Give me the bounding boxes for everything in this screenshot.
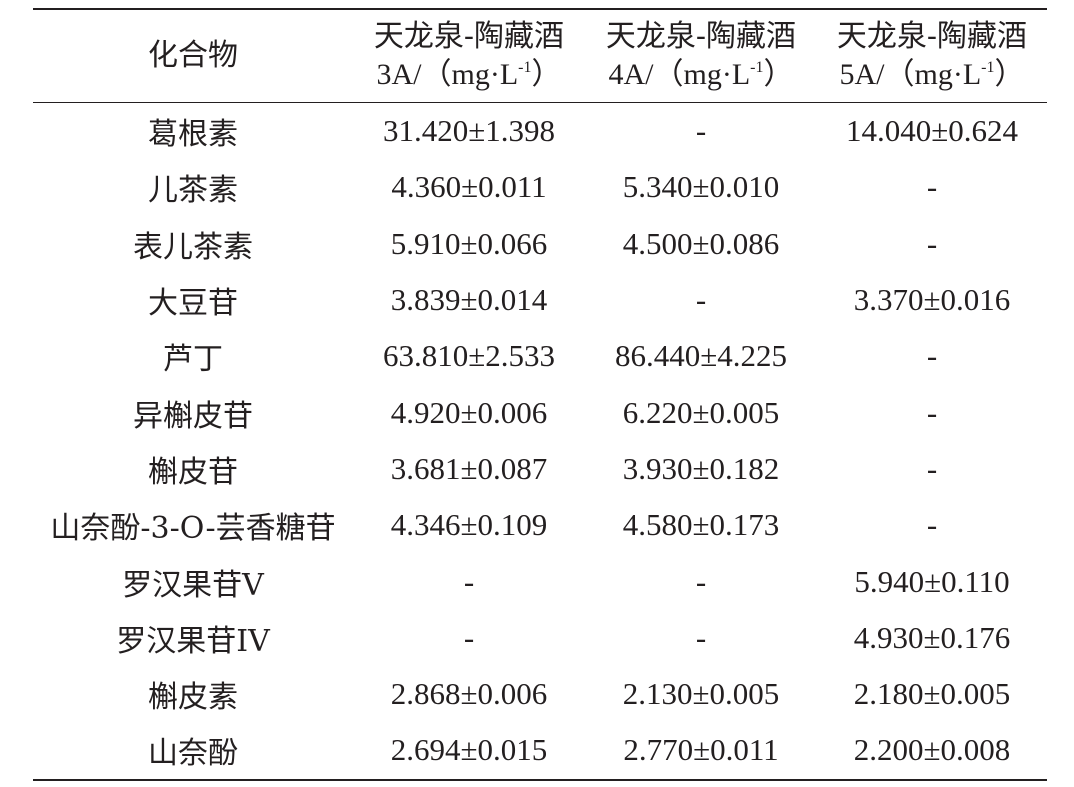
table-row: 大豆苷 3.839±0.014 - 3.370±0.016 bbox=[33, 272, 1047, 328]
header-3a-sample: 3A/（mg·L bbox=[376, 58, 519, 91]
header-5a-sample: 5A/（mg·L bbox=[839, 58, 982, 91]
header-sample-4a: 天龙泉-陶藏酒 4A/（mg·L-1） bbox=[585, 9, 817, 103]
compound-name-cell: 儿茶素 bbox=[148, 173, 238, 209]
value-4a-cell: 5.340±0.010 bbox=[622, 169, 780, 205]
value-5a-cell: - bbox=[926, 507, 938, 543]
value-5a-cell: - bbox=[926, 169, 938, 205]
compound-name-cell: 罗汉果苷IV bbox=[116, 623, 270, 659]
compound-content-table: 化合物 天龙泉-陶藏酒 3A/（mg·L-1） 天龙泉-陶藏酒 4A/（mg·L… bbox=[33, 8, 1047, 781]
table-row: 山奈酚 2.694±0.015 2.770±0.011 2.200±0.008 bbox=[33, 722, 1047, 780]
value-3a-cell: - bbox=[463, 619, 475, 655]
header-3a-name: 天龙泉-陶藏酒 bbox=[373, 19, 565, 54]
header-3a-exponent: -1 bbox=[518, 59, 532, 76]
value-5a-cell: 5.940±0.110 bbox=[854, 563, 1010, 599]
data-table-container: 化合物 天龙泉-陶藏酒 3A/（mg·L-1） 天龙泉-陶藏酒 4A/（mg·L… bbox=[33, 8, 1047, 781]
value-4a-cell: 2.130±0.005 bbox=[622, 676, 780, 712]
value-4a-cell: 3.930±0.182 bbox=[622, 450, 780, 486]
compound-name-cell: 山奈酚 bbox=[148, 736, 238, 772]
compound-name-cell: 异槲皮苷 bbox=[133, 398, 253, 434]
compound-name-cell: 山奈酚-3-O-芸香糖苷 bbox=[50, 511, 336, 547]
value-5a-cell: 3.370±0.016 bbox=[853, 282, 1011, 318]
header-4a-close: ） bbox=[763, 58, 794, 91]
value-4a-cell: 86.440±4.225 bbox=[614, 338, 787, 374]
compound-name-cell: 槲皮苷 bbox=[148, 454, 238, 490]
header-3a-unit: 3A/（mg·L-1） bbox=[353, 56, 585, 94]
table-row: 山奈酚-3-O-芸香糖苷 4.346±0.109 4.580±0.173 - bbox=[33, 497, 1047, 553]
value-3a-cell: 4.920±0.006 bbox=[390, 394, 548, 430]
value-5a-cell: 2.200±0.008 bbox=[853, 732, 1011, 768]
header-5a-exponent: -1 bbox=[981, 59, 995, 76]
value-3a-cell: 31.420±1.398 bbox=[382, 113, 555, 149]
header-4a-exponent: -1 bbox=[750, 59, 764, 76]
table-row: 芦丁 63.810±2.533 86.440±4.225 - bbox=[33, 328, 1047, 384]
compound-name-cell: 槲皮素 bbox=[148, 680, 238, 716]
header-4a-name: 天龙泉-陶藏酒 bbox=[605, 19, 797, 54]
table-row: 葛根素 31.420±1.398 - 14.040±0.624 bbox=[33, 103, 1047, 160]
header-4a-unit: 4A/（mg·L-1） bbox=[585, 56, 817, 94]
table-row: 表儿茶素 5.910±0.066 4.500±0.086 - bbox=[33, 216, 1047, 272]
compound-name-cell: 大豆苷 bbox=[148, 286, 238, 322]
value-5a-cell: - bbox=[926, 338, 938, 374]
compound-name-cell: 葛根素 bbox=[148, 117, 238, 153]
value-4a-cell: - bbox=[695, 563, 707, 599]
header-5a-unit: 5A/（mg·L-1） bbox=[817, 56, 1047, 94]
value-3a-cell: 3.681±0.087 bbox=[390, 450, 548, 486]
table-header: 化合物 天龙泉-陶藏酒 3A/（mg·L-1） 天龙泉-陶藏酒 4A/（mg·L… bbox=[33, 9, 1047, 103]
header-3a-close: ） bbox=[531, 58, 562, 91]
value-3a-cell: 4.360±0.011 bbox=[391, 169, 547, 205]
value-3a-cell: 2.868±0.006 bbox=[390, 676, 548, 712]
value-4a-cell: 2.770±0.011 bbox=[623, 732, 779, 768]
header-sample-5a: 天龙泉-陶藏酒 5A/（mg·L-1） bbox=[817, 9, 1047, 103]
table-row: 儿茶素 4.360±0.011 5.340±0.010 - bbox=[33, 159, 1047, 215]
value-3a-cell: 63.810±2.533 bbox=[382, 338, 555, 374]
value-4a-cell: - bbox=[695, 619, 707, 655]
table-body: 葛根素 31.420±1.398 - 14.040±0.624 儿茶素 4.36… bbox=[33, 103, 1047, 780]
value-5a-cell: - bbox=[926, 394, 938, 430]
table-row: 异槲皮苷 4.920±0.006 6.220±0.005 - bbox=[33, 384, 1047, 440]
table-row: 槲皮苷 3.681±0.087 3.930±0.182 - bbox=[33, 441, 1047, 497]
value-3a-cell: 2.694±0.015 bbox=[390, 732, 548, 768]
value-4a-cell: 6.220±0.005 bbox=[622, 394, 780, 430]
value-4a-cell: - bbox=[695, 113, 707, 149]
value-4a-cell: 4.500±0.086 bbox=[622, 225, 780, 261]
value-5a-cell: 2.180±0.005 bbox=[853, 676, 1011, 712]
table-row: 罗汉果苷IV - - 4.930±0.176 bbox=[33, 610, 1047, 666]
value-3a-cell: 3.839±0.014 bbox=[390, 282, 548, 318]
header-5a-name: 天龙泉-陶藏酒 bbox=[836, 19, 1028, 54]
header-compound: 化合物 bbox=[148, 38, 238, 73]
value-4a-cell: 4.580±0.173 bbox=[622, 507, 780, 543]
value-5a-cell: - bbox=[926, 450, 938, 486]
compound-name-cell: 芦丁 bbox=[163, 342, 223, 378]
compound-name-cell: 罗汉果苷V bbox=[122, 567, 264, 603]
table-row: 槲皮素 2.868±0.006 2.130±0.005 2.180±0.005 bbox=[33, 666, 1047, 722]
value-3a-cell: 5.910±0.066 bbox=[390, 225, 548, 261]
compound-name-cell: 表儿茶素 bbox=[133, 229, 253, 265]
header-5a-close: ） bbox=[994, 58, 1025, 91]
table-row: 罗汉果苷V - - 5.940±0.110 bbox=[33, 553, 1047, 609]
header-4a-sample: 4A/（mg·L bbox=[608, 58, 751, 91]
value-5a-cell: - bbox=[926, 225, 938, 261]
value-3a-cell: 4.346±0.109 bbox=[390, 507, 548, 543]
header-sample-3a: 天龙泉-陶藏酒 3A/（mg·L-1） bbox=[353, 9, 585, 103]
value-5a-cell: 14.040±0.624 bbox=[845, 113, 1018, 149]
value-4a-cell: - bbox=[695, 282, 707, 318]
value-5a-cell: 4.930±0.176 bbox=[853, 619, 1011, 655]
header-row: 化合物 天龙泉-陶藏酒 3A/（mg·L-1） 天龙泉-陶藏酒 4A/（mg·L… bbox=[33, 9, 1047, 103]
value-3a-cell: - bbox=[463, 563, 475, 599]
